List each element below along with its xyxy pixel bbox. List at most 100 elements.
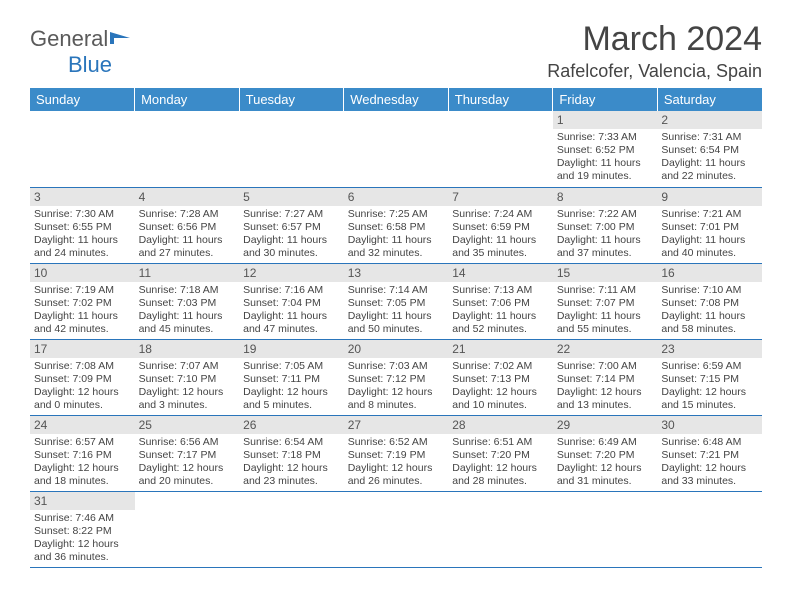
- day-number: 24: [30, 416, 135, 434]
- calendar-row: 3Sunrise: 7:30 AMSunset: 6:55 PMDaylight…: [30, 187, 762, 263]
- day-number: 3: [30, 188, 135, 206]
- calendar-cell: 30Sunrise: 6:48 AMSunset: 7:21 PMDayligh…: [657, 415, 762, 491]
- calendar-cell: 12Sunrise: 7:16 AMSunset: 7:04 PMDayligh…: [239, 263, 344, 339]
- daylight-text-1: Daylight: 11 hours: [34, 310, 131, 323]
- daylight-text-1: Daylight: 12 hours: [139, 386, 236, 399]
- logo-text: GeneralBlue: [30, 26, 132, 78]
- daylight-text-2: and 58 minutes.: [661, 323, 758, 336]
- calendar-row: 24Sunrise: 6:57 AMSunset: 7:16 PMDayligh…: [30, 415, 762, 491]
- sunset-text: Sunset: 7:04 PM: [243, 297, 340, 310]
- daylight-text-1: Daylight: 12 hours: [452, 462, 549, 475]
- daylight-text-2: and 42 minutes.: [34, 323, 131, 336]
- day-number: 1: [553, 111, 658, 129]
- calendar-cell: 10Sunrise: 7:19 AMSunset: 7:02 PMDayligh…: [30, 263, 135, 339]
- daylight-text-2: and 15 minutes.: [661, 399, 758, 412]
- sunset-text: Sunset: 7:13 PM: [452, 373, 549, 386]
- sunset-text: Sunset: 6:54 PM: [661, 144, 758, 157]
- day-number: 23: [657, 340, 762, 358]
- calendar-row: 10Sunrise: 7:19 AMSunset: 7:02 PMDayligh…: [30, 263, 762, 339]
- daylight-text-2: and 0 minutes.: [34, 399, 131, 412]
- day-number: 17: [30, 340, 135, 358]
- sunrise-text: Sunrise: 7:11 AM: [557, 284, 654, 297]
- calendar-cell: 29Sunrise: 6:49 AMSunset: 7:20 PMDayligh…: [553, 415, 658, 491]
- weekday-header-row: SundayMondayTuesdayWednesdayThursdayFrid…: [30, 88, 762, 111]
- weekday-header: Monday: [135, 88, 240, 111]
- sunset-text: Sunset: 7:03 PM: [139, 297, 236, 310]
- day-number: 4: [135, 188, 240, 206]
- calendar-cell: 26Sunrise: 6:54 AMSunset: 7:18 PMDayligh…: [239, 415, 344, 491]
- sunrise-text: Sunrise: 7:25 AM: [348, 208, 445, 221]
- weekday-header: Wednesday: [344, 88, 449, 111]
- weekday-header: Sunday: [30, 88, 135, 111]
- sunset-text: Sunset: 7:10 PM: [139, 373, 236, 386]
- weekday-header: Saturday: [657, 88, 762, 111]
- day-content: Sunrise: 7:14 AMSunset: 7:05 PMDaylight:…: [344, 282, 449, 339]
- sunrise-text: Sunrise: 7:00 AM: [557, 360, 654, 373]
- day-number: 28: [448, 416, 553, 434]
- day-content: Sunrise: 6:51 AMSunset: 7:20 PMDaylight:…: [448, 434, 553, 491]
- sunrise-text: Sunrise: 7:28 AM: [139, 208, 236, 221]
- sunrise-text: Sunrise: 7:18 AM: [139, 284, 236, 297]
- calendar-cell: 11Sunrise: 7:18 AMSunset: 7:03 PMDayligh…: [135, 263, 240, 339]
- daylight-text-1: Daylight: 11 hours: [661, 234, 758, 247]
- logo: GeneralBlue: [30, 26, 132, 78]
- weekday-header: Tuesday: [239, 88, 344, 111]
- sunrise-text: Sunrise: 6:49 AM: [557, 436, 654, 449]
- logo-text-2: Blue: [68, 52, 112, 77]
- daylight-text-1: Daylight: 12 hours: [661, 386, 758, 399]
- daylight-text-1: Daylight: 11 hours: [348, 234, 445, 247]
- daylight-text-2: and 30 minutes.: [243, 247, 340, 260]
- day-content: Sunrise: 7:05 AMSunset: 7:11 PMDaylight:…: [239, 358, 344, 415]
- day-number: 16: [657, 264, 762, 282]
- sunset-text: Sunset: 7:17 PM: [139, 449, 236, 462]
- calendar-cell: 18Sunrise: 7:07 AMSunset: 7:10 PMDayligh…: [135, 339, 240, 415]
- calendar-cell: 4Sunrise: 7:28 AMSunset: 6:56 PMDaylight…: [135, 187, 240, 263]
- calendar-row: 31Sunrise: 7:46 AMSunset: 8:22 PMDayligh…: [30, 491, 762, 567]
- calendar-cell: 5Sunrise: 7:27 AMSunset: 6:57 PMDaylight…: [239, 187, 344, 263]
- daylight-text-2: and 13 minutes.: [557, 399, 654, 412]
- sunset-text: Sunset: 7:16 PM: [34, 449, 131, 462]
- day-number: 29: [553, 416, 658, 434]
- sunset-text: Sunset: 7:02 PM: [34, 297, 131, 310]
- sunrise-text: Sunrise: 7:24 AM: [452, 208, 549, 221]
- title-block: March 2024 Rafelcofer, Valencia, Spain: [547, 20, 762, 82]
- day-content: Sunrise: 7:28 AMSunset: 6:56 PMDaylight:…: [135, 206, 240, 263]
- sunrise-text: Sunrise: 7:22 AM: [557, 208, 654, 221]
- calendar-cell: 24 Sunrise: 6:57 AMSunset: 7:16 PMDayligh…: [30, 415, 135, 491]
- calendar-cell: 9Sunrise: 7:21 AMSunset: 7:01 PMDaylight…: [657, 187, 762, 263]
- daylight-text-2: and 18 minutes.: [34, 475, 131, 488]
- day-content: Sunrise: 7:46 AMSunset: 8:22 PMDaylight:…: [30, 510, 135, 567]
- daylight-text-1: Daylight: 12 hours: [34, 462, 131, 475]
- page-title: March 2024: [547, 20, 762, 59]
- daylight-text-2: and 23 minutes.: [243, 475, 340, 488]
- daylight-text-2: and 37 minutes.: [557, 247, 654, 260]
- calendar-row: 17Sunrise: 7:08 AMSunset: 7:09 PMDayligh…: [30, 339, 762, 415]
- daylight-text-2: and 28 minutes.: [452, 475, 549, 488]
- day-content: Sunrise: 7:21 AMSunset: 7:01 PMDaylight:…: [657, 206, 762, 263]
- sunrise-text: Sunrise: 6:57 AM: [34, 436, 131, 449]
- daylight-text-2: and 24 minutes.: [34, 247, 131, 260]
- daylight-text-1: Daylight: 12 hours: [661, 462, 758, 475]
- daylight-text-1: Daylight: 11 hours: [661, 310, 758, 323]
- day-number: 11: [135, 264, 240, 282]
- sunrise-text: Sunrise: 7:33 AM: [557, 131, 654, 144]
- day-number: 9: [657, 188, 762, 206]
- day-content: Sunrise: 7:07 AMSunset: 7:10 PMDaylight:…: [135, 358, 240, 415]
- daylight-text-2: and 20 minutes.: [139, 475, 236, 488]
- daylight-text-2: and 45 minutes.: [139, 323, 236, 336]
- day-content: Sunrise: 7:19 AMSunset: 7:02 PMDaylight:…: [30, 282, 135, 339]
- day-content: Sunrise: 7:13 AMSunset: 7:06 PMDaylight:…: [448, 282, 553, 339]
- sunset-text: Sunset: 7:05 PM: [348, 297, 445, 310]
- day-number: 30: [657, 416, 762, 434]
- sunrise-text: Sunrise: 7:10 AM: [661, 284, 758, 297]
- sunset-text: Sunset: 7:07 PM: [557, 297, 654, 310]
- calendar-cell: [344, 491, 449, 567]
- day-content: Sunrise: 7:02 AMSunset: 7:13 PMDaylight:…: [448, 358, 553, 415]
- daylight-text-2: and 22 minutes.: [661, 170, 758, 183]
- calendar-cell: 1Sunrise: 7:33 AMSunset: 6:52 PMDaylight…: [553, 111, 658, 187]
- sunrise-text: Sunrise: 7:27 AM: [243, 208, 340, 221]
- sunset-text: Sunset: 7:20 PM: [557, 449, 654, 462]
- daylight-text-1: Daylight: 11 hours: [557, 157, 654, 170]
- daylight-text-1: Daylight: 11 hours: [452, 310, 549, 323]
- day-content: Sunrise: 6:49 AMSunset: 7:20 PMDaylight:…: [553, 434, 658, 491]
